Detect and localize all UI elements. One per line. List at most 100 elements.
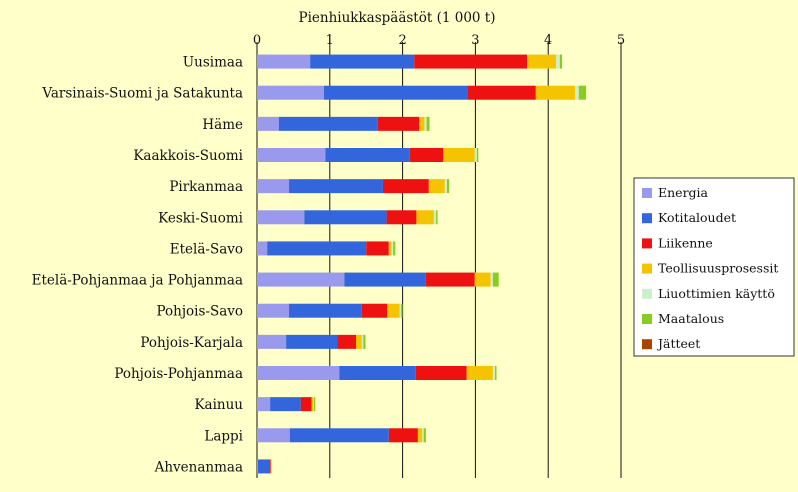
bar-segment-kotitaloudet <box>304 210 387 225</box>
bar-segment-liikenne <box>409 148 444 162</box>
legend-box <box>633 177 795 357</box>
bar-segment-energia <box>257 428 290 443</box>
bar-segment-kotitaloudet <box>270 397 301 412</box>
label-layer: 0 1 2 3 4 5 Uusimaa Varsinais-Suomi ja Satakunt… <box>32 33 626 475</box>
category-label: Pohjois-Pohjanmaa <box>114 366 243 382</box>
bar-segment-liuottimien-k-ytt- <box>490 272 493 287</box>
bar-segment-liuottimien-k-ytt- <box>399 303 402 318</box>
category-label: Häme <box>202 117 243 133</box>
category-label: Keski-Suomi <box>158 210 244 226</box>
bar-segment-teollisuusprosessit <box>419 116 425 131</box>
bar-segment-kotitaloudet <box>325 148 410 162</box>
category-label: Kainuu <box>194 397 243 413</box>
category-label: Lappi <box>204 428 243 444</box>
bar-segment-energia <box>257 397 271 412</box>
bar-segment-teollisuusprosessit <box>356 334 362 349</box>
legend-entry: Kotitaloudet <box>658 210 736 225</box>
bar-segment-liikenne <box>386 210 417 225</box>
x-tick-label: 3 <box>471 33 479 48</box>
legend-swatch <box>642 238 652 249</box>
bar-segment-liuottimien-k-ytt- <box>313 397 314 412</box>
bar-segment-energia <box>257 85 324 100</box>
bar-segment-energia <box>257 148 326 162</box>
legend-swatch <box>642 339 652 350</box>
bar-segment-liikenne <box>366 241 389 256</box>
bar-segment-kotitaloudet <box>267 241 367 256</box>
bar-segment-teollisuusprosessit <box>388 241 392 256</box>
bar-segment-energia <box>257 54 311 69</box>
category-label: Pohjois-Savo <box>156 304 243 320</box>
category-label: Ahvenanmaa <box>154 459 243 475</box>
legend-entry: Teollisuusprosessit <box>658 261 778 276</box>
bar-segment-teollisuusprosessit <box>443 148 475 162</box>
legend-entry: Liikenne <box>658 235 713 250</box>
bar-segment-teollisuusprosessit <box>474 272 491 287</box>
chart-title: Pienhiukkaspäästöt (1 000 t) <box>299 10 496 26</box>
bar-segment-liikenne <box>414 54 528 69</box>
legend-entry: Energia <box>658 185 709 200</box>
legend-entry: Liuottimien käyttö <box>658 286 775 301</box>
category-label: Etelä-Savo <box>170 241 243 257</box>
bar-segment-liuottimien-k-ytt- <box>444 179 448 194</box>
bar-segment-maatalous <box>363 334 366 349</box>
x-tick-label: 2 <box>398 33 406 48</box>
bar-segment-liuottimien-k-ytt- <box>433 210 437 225</box>
bar-segment-energia <box>257 179 290 194</box>
bar-segment-teollisuusprosessit <box>311 397 314 412</box>
bar-segment-liikenne <box>270 459 271 474</box>
bar-segment-energia <box>257 210 305 225</box>
bar-segment-maatalous <box>578 85 587 100</box>
bar-segment-maatalous <box>495 366 497 380</box>
bar-segment-liikenne <box>337 334 357 349</box>
bar-segment-liuottimien-k-ytt- <box>575 85 579 100</box>
bar-segment-teollisuusprosessit <box>387 303 400 318</box>
bar-segment-teollisuusprosessit <box>417 428 423 443</box>
bar-segment-teollisuusprosessit <box>270 459 272 474</box>
legend: Energia Kotitaloudet Liikenne Teollisuuspro… <box>633 177 795 357</box>
bar-layer <box>257 54 587 474</box>
bar-segment-energia <box>257 272 345 287</box>
legend-swatch <box>642 213 652 224</box>
legend-swatch <box>642 314 652 324</box>
bar-segment-liikenne <box>467 85 536 100</box>
bar-segment-kotitaloudet <box>289 303 362 318</box>
bar-segment-kotitaloudet <box>289 428 389 443</box>
bar-segment-teollisuusprosessit <box>428 179 445 194</box>
bar-segment-teollisuusprosessit <box>466 366 493 380</box>
bar-segment-maatalous <box>401 303 403 318</box>
bar-segment-liikenne <box>388 428 418 443</box>
bar-segment-kotitaloudet <box>323 85 468 100</box>
legend-swatch <box>642 288 652 299</box>
bar-segment-kotitaloudet <box>344 272 426 287</box>
bar-segment-teollisuusprosessit <box>535 85 576 100</box>
bar-segment-kotitaloudet <box>310 54 415 69</box>
bar-segment-liuottimien-k-ytt- <box>391 241 394 256</box>
bar-segment-maatalous <box>436 210 438 225</box>
x-tick-label: 0 <box>253 33 261 48</box>
grid-layer <box>256 42 622 478</box>
bar-segment-maatalous <box>313 397 316 412</box>
x-tick-label: 4 <box>544 33 552 48</box>
bar-segment-maatalous <box>423 428 426 443</box>
bar-segment-maatalous <box>476 148 479 162</box>
category-label: Pirkanmaa <box>169 179 243 195</box>
bar-segment-kotitaloudet <box>257 459 271 474</box>
bar-segment-liikenne <box>382 179 429 194</box>
bar-segment-maatalous <box>393 241 396 256</box>
bar-segment-kotitaloudet <box>286 334 338 349</box>
category-label: Kaakkois-Suomi <box>133 148 243 164</box>
bar-segment-liikenne <box>361 303 388 318</box>
legend-entry: Jätteet <box>656 336 700 351</box>
category-label: Etelä-Pohjanmaa ja Pohjanmaa <box>32 273 243 289</box>
bar-segment-teollisuusprosessit <box>416 210 434 225</box>
category-label: Uusimaa <box>183 55 243 71</box>
bar-segment-liuottimien-k-ytt- <box>424 116 427 131</box>
legend-entry: Maatalous <box>658 311 724 326</box>
bar-segment-liikenne <box>425 272 475 287</box>
bar-segment-kotitaloudet <box>289 179 383 194</box>
bar-segment-liuottimien-k-ytt- <box>361 334 364 349</box>
bar-segment-energia <box>257 303 290 318</box>
bar-segment-liikenne <box>377 116 420 131</box>
